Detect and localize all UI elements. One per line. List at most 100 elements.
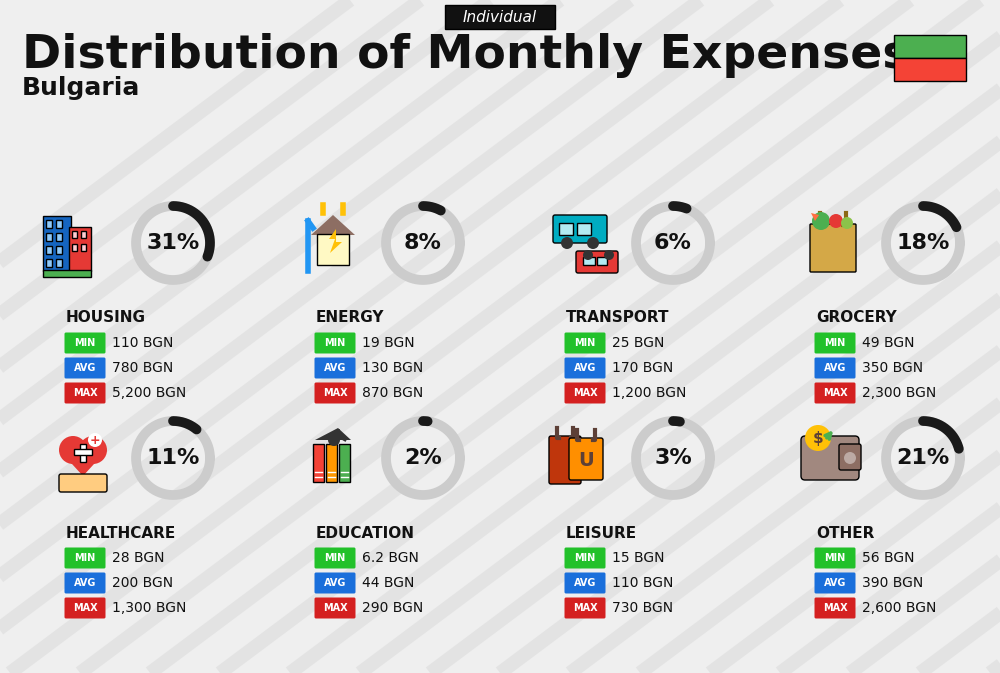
Text: 49 BGN: 49 BGN — [862, 336, 914, 350]
Text: 6%: 6% — [654, 233, 692, 253]
Circle shape — [844, 452, 856, 464]
FancyBboxPatch shape — [314, 573, 356, 594]
FancyBboxPatch shape — [64, 598, 106, 618]
Text: GROCERY: GROCERY — [816, 310, 897, 326]
FancyBboxPatch shape — [564, 332, 606, 353]
Text: MAX: MAX — [573, 388, 597, 398]
Text: AVG: AVG — [574, 363, 596, 373]
FancyBboxPatch shape — [314, 382, 356, 404]
Circle shape — [604, 250, 614, 260]
Text: AVG: AVG — [824, 578, 846, 588]
FancyBboxPatch shape — [69, 227, 91, 271]
FancyBboxPatch shape — [577, 223, 591, 235]
Text: AVG: AVG — [824, 363, 846, 373]
Text: 44 BGN: 44 BGN — [362, 576, 414, 590]
Text: 130 BGN: 130 BGN — [362, 361, 423, 375]
Text: 19 BGN: 19 BGN — [362, 336, 415, 350]
FancyBboxPatch shape — [43, 216, 71, 271]
Text: LEISURE: LEISURE — [566, 526, 637, 540]
FancyBboxPatch shape — [64, 382, 106, 404]
Text: EDUCATION: EDUCATION — [316, 526, 415, 540]
FancyBboxPatch shape — [814, 382, 856, 404]
FancyBboxPatch shape — [801, 436, 859, 480]
Text: 56 BGN: 56 BGN — [862, 551, 914, 565]
Text: 730 BGN: 730 BGN — [612, 601, 673, 615]
FancyBboxPatch shape — [559, 223, 573, 235]
Text: 15 BGN: 15 BGN — [612, 551, 664, 565]
Polygon shape — [811, 213, 819, 221]
Text: MIN: MIN — [324, 338, 346, 348]
Text: U: U — [578, 450, 594, 470]
FancyBboxPatch shape — [81, 244, 86, 251]
Circle shape — [561, 237, 573, 249]
Text: MIN: MIN — [824, 553, 846, 563]
FancyBboxPatch shape — [326, 444, 337, 482]
Text: AVG: AVG — [74, 363, 96, 373]
FancyBboxPatch shape — [583, 257, 595, 265]
FancyBboxPatch shape — [810, 224, 856, 272]
FancyBboxPatch shape — [814, 332, 856, 353]
FancyBboxPatch shape — [564, 382, 606, 404]
Text: 3%: 3% — [654, 448, 692, 468]
FancyBboxPatch shape — [317, 234, 349, 265]
Circle shape — [59, 436, 87, 464]
FancyBboxPatch shape — [576, 251, 618, 273]
FancyBboxPatch shape — [314, 332, 356, 353]
Text: 290 BGN: 290 BGN — [362, 601, 423, 615]
Text: HEALTHCARE: HEALTHCARE — [66, 526, 176, 540]
FancyBboxPatch shape — [81, 231, 86, 238]
Text: 780 BGN: 780 BGN — [112, 361, 173, 375]
Circle shape — [812, 212, 830, 230]
Text: MIN: MIN — [574, 553, 596, 563]
FancyBboxPatch shape — [339, 444, 350, 482]
FancyBboxPatch shape — [72, 231, 77, 238]
Text: 6.2 BGN: 6.2 BGN — [362, 551, 419, 565]
FancyBboxPatch shape — [64, 357, 106, 378]
Text: 5,200 BGN: 5,200 BGN — [112, 386, 186, 400]
FancyBboxPatch shape — [894, 35, 966, 58]
FancyBboxPatch shape — [564, 598, 606, 618]
FancyBboxPatch shape — [64, 332, 106, 353]
FancyBboxPatch shape — [314, 357, 356, 378]
FancyBboxPatch shape — [314, 548, 356, 569]
FancyBboxPatch shape — [894, 58, 966, 81]
FancyBboxPatch shape — [313, 444, 324, 482]
Text: MIN: MIN — [574, 338, 596, 348]
Circle shape — [587, 237, 599, 249]
Text: AVG: AVG — [74, 578, 96, 588]
FancyBboxPatch shape — [597, 257, 607, 265]
FancyBboxPatch shape — [56, 246, 62, 254]
Text: MIN: MIN — [74, 338, 96, 348]
Text: 11%: 11% — [146, 448, 200, 468]
Text: MAX: MAX — [323, 388, 347, 398]
Text: 18%: 18% — [896, 233, 950, 253]
Circle shape — [805, 425, 831, 451]
Text: 110 BGN: 110 BGN — [112, 336, 173, 350]
Text: Individual: Individual — [463, 9, 537, 24]
Text: MIN: MIN — [324, 553, 346, 563]
Text: 200 BGN: 200 BGN — [112, 576, 173, 590]
FancyBboxPatch shape — [72, 244, 77, 251]
Text: 170 BGN: 170 BGN — [612, 361, 673, 375]
Polygon shape — [61, 452, 105, 476]
FancyBboxPatch shape — [814, 573, 856, 594]
FancyBboxPatch shape — [46, 259, 52, 267]
Text: 1,200 BGN: 1,200 BGN — [612, 386, 686, 400]
Text: Distribution of Monthly Expenses: Distribution of Monthly Expenses — [22, 32, 910, 77]
Text: 350 BGN: 350 BGN — [862, 361, 923, 375]
FancyBboxPatch shape — [564, 573, 606, 594]
FancyBboxPatch shape — [553, 215, 607, 243]
FancyBboxPatch shape — [814, 548, 856, 569]
Text: 21%: 21% — [896, 448, 950, 468]
Text: AVG: AVG — [574, 578, 596, 588]
FancyBboxPatch shape — [549, 436, 581, 484]
Text: +: + — [90, 433, 100, 446]
Text: 8%: 8% — [404, 233, 442, 253]
Text: AVG: AVG — [324, 363, 346, 373]
Text: $: $ — [813, 431, 823, 446]
FancyBboxPatch shape — [56, 220, 62, 228]
FancyBboxPatch shape — [569, 438, 603, 480]
Text: 25 BGN: 25 BGN — [612, 336, 664, 350]
FancyBboxPatch shape — [564, 548, 606, 569]
FancyBboxPatch shape — [814, 357, 856, 378]
